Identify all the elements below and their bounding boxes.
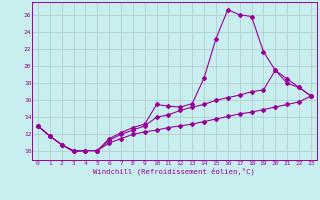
X-axis label: Windchill (Refroidissement éolien,°C): Windchill (Refroidissement éolien,°C) xyxy=(93,167,255,175)
